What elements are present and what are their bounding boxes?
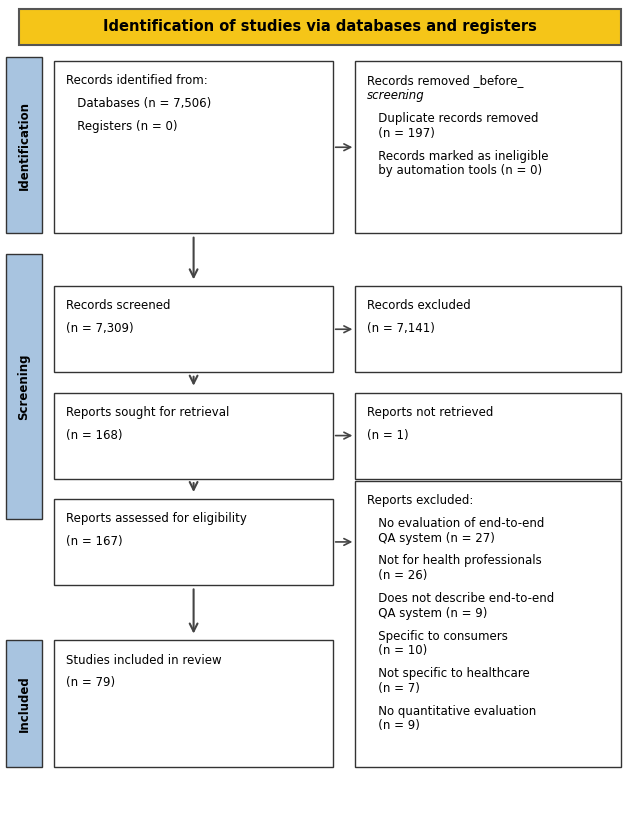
Text: (n = 26): (n = 26) xyxy=(367,569,427,582)
Text: Registers (n = 0): Registers (n = 0) xyxy=(66,120,177,133)
FancyBboxPatch shape xyxy=(6,254,42,519)
FancyBboxPatch shape xyxy=(54,640,333,767)
Text: Included: Included xyxy=(17,676,31,732)
Text: No evaluation of end-to-end: No evaluation of end-to-end xyxy=(367,517,544,530)
FancyBboxPatch shape xyxy=(19,9,621,45)
Text: Databases (n = 7,506): Databases (n = 7,506) xyxy=(66,97,211,110)
Text: Reports sought for retrieval: Reports sought for retrieval xyxy=(66,406,229,419)
Text: (n = 10): (n = 10) xyxy=(367,645,427,657)
Text: Does not describe end-to-end: Does not describe end-to-end xyxy=(367,592,554,605)
FancyBboxPatch shape xyxy=(54,499,333,585)
Text: (n = 79): (n = 79) xyxy=(66,676,115,690)
FancyBboxPatch shape xyxy=(355,61,621,233)
Text: Duplicate records removed: Duplicate records removed xyxy=(367,112,538,125)
FancyBboxPatch shape xyxy=(355,393,621,479)
Text: Records identified from:: Records identified from: xyxy=(66,74,207,88)
Text: Screening: Screening xyxy=(17,353,31,420)
FancyBboxPatch shape xyxy=(355,481,621,767)
Text: (n = 167): (n = 167) xyxy=(66,535,122,548)
FancyBboxPatch shape xyxy=(6,640,42,767)
FancyBboxPatch shape xyxy=(6,57,42,233)
Text: (n = 1): (n = 1) xyxy=(367,429,408,442)
Text: Reports excluded:: Reports excluded: xyxy=(367,494,473,507)
Text: QA system (n = 27): QA system (n = 27) xyxy=(367,532,495,545)
Text: Records excluded: Records excluded xyxy=(367,299,470,312)
Text: Reports assessed for eligibility: Reports assessed for eligibility xyxy=(66,512,247,525)
Text: Identification: Identification xyxy=(17,101,31,190)
Text: Studies included in review: Studies included in review xyxy=(66,654,221,667)
Text: Specific to consumers: Specific to consumers xyxy=(367,630,508,642)
Text: Not specific to healthcare: Not specific to healthcare xyxy=(367,667,529,680)
Text: Identification of studies via databases and registers: Identification of studies via databases … xyxy=(103,20,537,34)
Text: (n = 168): (n = 168) xyxy=(66,429,122,442)
Text: Reports not retrieved: Reports not retrieved xyxy=(367,406,493,419)
Text: screening: screening xyxy=(367,89,424,102)
Text: Records marked as ineligible: Records marked as ineligible xyxy=(367,150,548,163)
Text: (n = 7): (n = 7) xyxy=(367,682,420,694)
FancyBboxPatch shape xyxy=(54,286,333,372)
Text: (n = 7,309): (n = 7,309) xyxy=(66,322,134,335)
Text: (n = 7,141): (n = 7,141) xyxy=(367,322,435,335)
Text: Not for health professionals: Not for health professionals xyxy=(367,555,541,568)
FancyBboxPatch shape xyxy=(54,393,333,479)
FancyBboxPatch shape xyxy=(355,286,621,372)
Text: Records removed _before_: Records removed _before_ xyxy=(367,74,523,88)
Text: by automation tools (n = 0): by automation tools (n = 0) xyxy=(367,164,542,178)
Text: (n = 197): (n = 197) xyxy=(367,127,435,140)
Text: Records screened: Records screened xyxy=(66,299,170,312)
Text: :: : xyxy=(403,89,406,102)
Text: (n = 9): (n = 9) xyxy=(367,719,420,732)
Text: QA system (n = 9): QA system (n = 9) xyxy=(367,607,487,620)
FancyBboxPatch shape xyxy=(54,61,333,233)
Text: No quantitative evaluation: No quantitative evaluation xyxy=(367,704,536,717)
